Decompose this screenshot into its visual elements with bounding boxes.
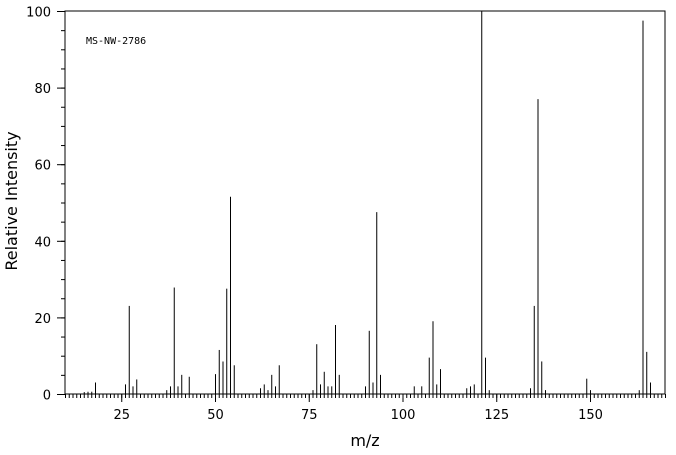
y-tick-label: 20 bbox=[34, 312, 51, 327]
y-tick-label: 80 bbox=[34, 82, 51, 97]
y-tick-label: 40 bbox=[34, 235, 51, 250]
y-tick-label: 60 bbox=[34, 159, 51, 174]
sample-id-label: MS-NW-2786 bbox=[86, 36, 146, 47]
x-axis-title: m/z bbox=[350, 431, 379, 450]
plot-frame bbox=[64, 10, 666, 395]
y-axis-title: Relative Intensity bbox=[2, 131, 21, 270]
minor-ticks bbox=[61, 11, 666, 398]
tick-labels: 25 50 75 100 125 150 0 20 40 60 80 100 bbox=[26, 6, 603, 424]
x-tick-label: 100 bbox=[391, 408, 416, 423]
x-tick-label: 50 bbox=[207, 408, 224, 423]
y-tick-label: 0 bbox=[43, 389, 51, 404]
x-tick-label: 75 bbox=[301, 408, 318, 423]
x-tick-label: 125 bbox=[484, 408, 509, 423]
major-ticks bbox=[57, 11, 591, 402]
x-tick-label: 150 bbox=[578, 408, 603, 423]
peaks bbox=[83, 11, 651, 394]
y-tick-label: 100 bbox=[26, 6, 51, 21]
x-tick-label: 25 bbox=[113, 408, 130, 423]
